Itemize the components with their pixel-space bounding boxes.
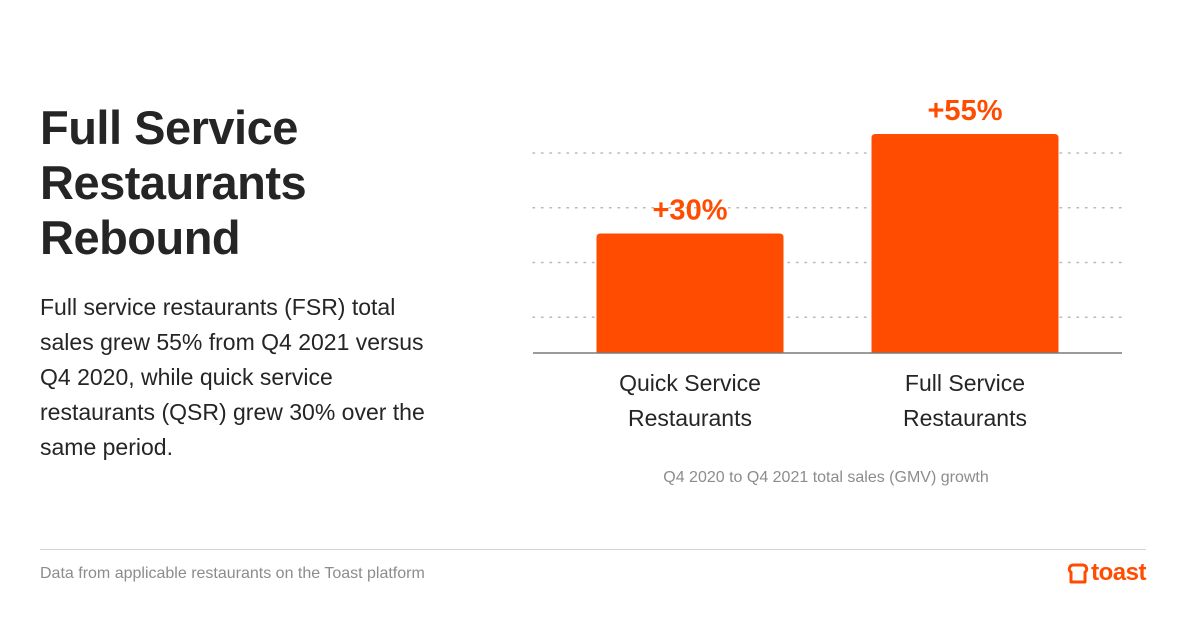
headline-line-3: Rebound — [40, 211, 241, 264]
footer-divider — [40, 549, 1146, 550]
description: Full service restaurants (FSR) total sal… — [40, 294, 425, 460]
category-label-2-line-2: Restaurants — [903, 405, 1027, 431]
bar-2 — [871, 134, 1059, 353]
footer-note: Data from applicable restaurants on the … — [40, 565, 425, 582]
category-label-1-line-1: Quick Service — [619, 370, 761, 396]
brand-name: toast — [1091, 559, 1146, 586]
toast-logo: toast — [1067, 558, 1146, 588]
toast-logo-icon — [1068, 563, 1089, 584]
chart-caption: Q4 2020 to Q4 2021 total sales (GMV) gro… — [663, 469, 989, 486]
headline-line-2: Restaurants — [40, 156, 307, 209]
headline-line-1: Full Service — [40, 101, 298, 154]
headline: Full Service Restaurants Rebound — [40, 100, 420, 265]
category-label-1-line-2: Restaurants — [628, 405, 752, 431]
category-label-2-line-1: Full Service — [905, 370, 1025, 396]
data-label-2: +55% — [928, 95, 1003, 127]
bar-1 — [596, 233, 784, 353]
data-label-1: +30% — [653, 195, 728, 227]
